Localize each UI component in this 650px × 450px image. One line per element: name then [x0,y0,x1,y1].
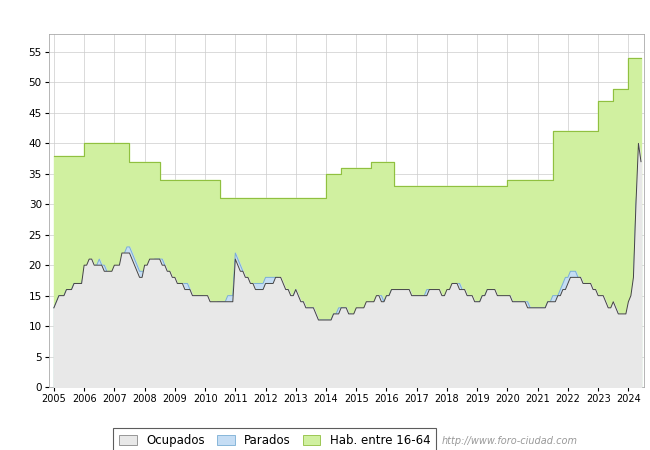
Text: Aguilar del Alfambra - Evolucion de la poblacion en edad de Trabajar Mayo de 202: Aguilar del Alfambra - Evolucion de la p… [65,12,585,22]
Legend: Ocupados, Parados, Hab. entre 16-64: Ocupados, Parados, Hab. entre 16-64 [113,428,436,450]
Text: http://www.foro-ciudad.com: http://www.foro-ciudad.com [442,436,578,446]
